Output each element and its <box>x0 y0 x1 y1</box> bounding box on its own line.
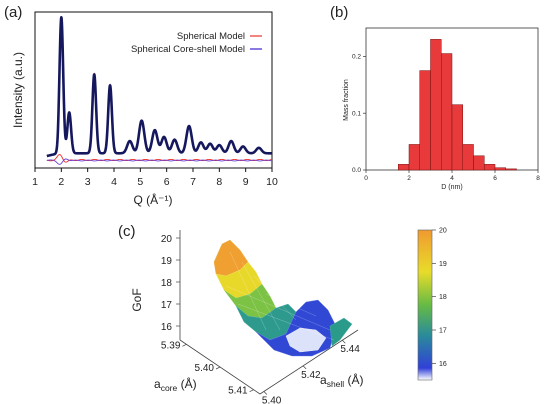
panel-label-b: (b) <box>330 4 348 21</box>
panel-c-colorbar-tick-label: 19 <box>439 261 447 268</box>
panel-c-z-tick-label: 17 <box>161 300 173 311</box>
panel-c-x-axis-label: acore (Å) <box>154 376 197 393</box>
panel-b-x-tick-label: 6 <box>493 175 497 182</box>
panel-a-x-tick-label: 4 <box>111 176 117 188</box>
panel-a-x-tick-label: 6 <box>164 176 170 188</box>
panel-c-x-tick <box>215 366 221 370</box>
panel-c-x-tick-label: 5.40 <box>195 363 215 374</box>
legend-label-spherical: Spherical Model <box>177 31 245 42</box>
panel-b-x-axis-label: D (nm) <box>441 184 462 191</box>
panel-c-z-tick-label: 16 <box>161 322 173 333</box>
panel-b-y-tick-label: 0.1 <box>352 110 361 117</box>
panel-c-colorbar-ticks: 16 17 18 19 20 <box>432 228 447 368</box>
surface-valley-light <box>285 327 327 353</box>
panel-a-legend: Spherical Model Spherical Core-shell Mod… <box>131 31 262 55</box>
panel-a-plot-frame <box>34 11 273 169</box>
panel-label-c: (c) <box>118 223 136 240</box>
panel-c-colorbar-tick-label: 16 <box>439 361 447 368</box>
panel-a-x-tick-label: 10 <box>266 176 278 188</box>
panel-a-x-tick-label: 9 <box>243 176 249 188</box>
panel-b-y-tick-label: 0.0 <box>352 167 361 174</box>
panel-c: 16 17 18 19 20 GoF 5.39 5.40 5.41 5.40 5.42 5.44… <box>130 228 447 404</box>
panel-c-x-ticks: 5.39 5.40 5.41 <box>161 340 254 397</box>
panel-a-x-tick-label: 1 <box>32 176 38 188</box>
panel-b-x-tick-label: 2 <box>407 175 411 182</box>
panel-b-x-tick-label: 4 <box>450 175 454 182</box>
panel-a-core-shell-model-line <box>45 15 274 158</box>
panel-a-x-axis-label: Q (Å⁻¹) <box>134 192 173 207</box>
panel-c-x-tick-label: 5.41 <box>228 386 248 397</box>
panel-c-z-tick-label: 19 <box>161 256 173 267</box>
histogram-bar <box>398 164 410 171</box>
panel-b-x-tick-label: 0 <box>364 175 368 182</box>
panel-b-bars <box>398 39 517 171</box>
histogram-bar <box>408 144 420 171</box>
surface-edge-teal <box>329 317 353 347</box>
panel-a-x-ticks: 1 2 3 4 5 6 7 8 9 10 <box>32 168 278 188</box>
panel-c-y-ticks: 5.40 5.42 5.44 <box>262 339 360 404</box>
histogram-bar <box>441 53 453 171</box>
panel-c-x-tick-label: 5.39 <box>161 340 181 351</box>
panel-b-y-tick-label: 0.2 <box>352 54 361 61</box>
panel-c-z-axis-label: GoF <box>130 288 144 311</box>
panel-a-x-tick-label: 3 <box>85 176 91 188</box>
panel-label-a: (a) <box>4 4 22 21</box>
panel-a-x-tick-label: 5 <box>137 176 143 188</box>
panel-a-x-tick-label: 7 <box>190 176 196 188</box>
panel-a-y-axis-label: Intensity (a.u.) <box>11 52 25 128</box>
panel-c-z-ticks: 16 17 18 19 20 <box>161 234 180 333</box>
histogram-bar <box>505 168 517 171</box>
panel-b-y-axis-label: Mass fraction <box>343 79 350 121</box>
panel-b-x-ticks: 0 2 4 6 8 <box>364 170 540 182</box>
panel-a-x-tick-label: 2 <box>58 176 64 188</box>
panel-c-colorbar-tick-label: 20 <box>439 228 447 235</box>
panel-c-x-tick <box>182 344 187 347</box>
panel-c-y-tick <box>263 391 268 395</box>
panel-c-x-tick <box>249 389 254 392</box>
panel-a-residual-spherical <box>46 154 273 163</box>
panel-a-x-tick-label: 8 <box>216 176 222 188</box>
panel-c-colorbar <box>417 229 433 381</box>
surface-mesh <box>225 251 335 341</box>
panel-c-y-tick-label: 5.40 <box>262 395 282 404</box>
legend-label-core-shell: Spherical Core-shell Model <box>131 44 245 55</box>
panel-c-colorbar-tick-label: 18 <box>439 294 447 301</box>
panel-c-z-tick-label: 20 <box>161 234 173 245</box>
histogram-bar <box>462 144 474 171</box>
panel-b-y-ticks: 0.0 0.1 0.2 <box>352 54 366 174</box>
panel-c-surface <box>213 239 353 357</box>
histogram-bar <box>494 167 506 171</box>
panel-a-residual-core-shell <box>46 158 273 165</box>
panel-b-x-tick-label: 8 <box>536 175 540 182</box>
panel-c-y-tick-label: 5.44 <box>340 344 360 355</box>
panel-b: Mass fraction D (nm) 0 2 4 6 8 0.0 0.1 0.2 <box>343 27 540 191</box>
panel-a: Intensity (a.u.) Q (Å⁻¹) 1 2 3 4 5 6 7 8 9 10 Sph… <box>11 11 278 207</box>
histogram-bar <box>419 70 431 171</box>
histogram-bar <box>473 155 485 171</box>
histogram-bar <box>484 164 496 171</box>
panel-c-y-tick-label: 5.42 <box>301 370 321 381</box>
panel-c-y-axis <box>259 329 359 395</box>
histogram-bar <box>451 104 463 171</box>
panel-c-y-tick <box>342 339 346 344</box>
panel-c-z-tick-label: 18 <box>161 278 173 289</box>
histogram-bar <box>430 39 442 171</box>
panel-c-y-axis-label: ashell (Å) <box>320 372 364 389</box>
panel-c-y-tick <box>302 365 307 370</box>
panel-c-colorbar-tick-label: 17 <box>439 328 447 335</box>
